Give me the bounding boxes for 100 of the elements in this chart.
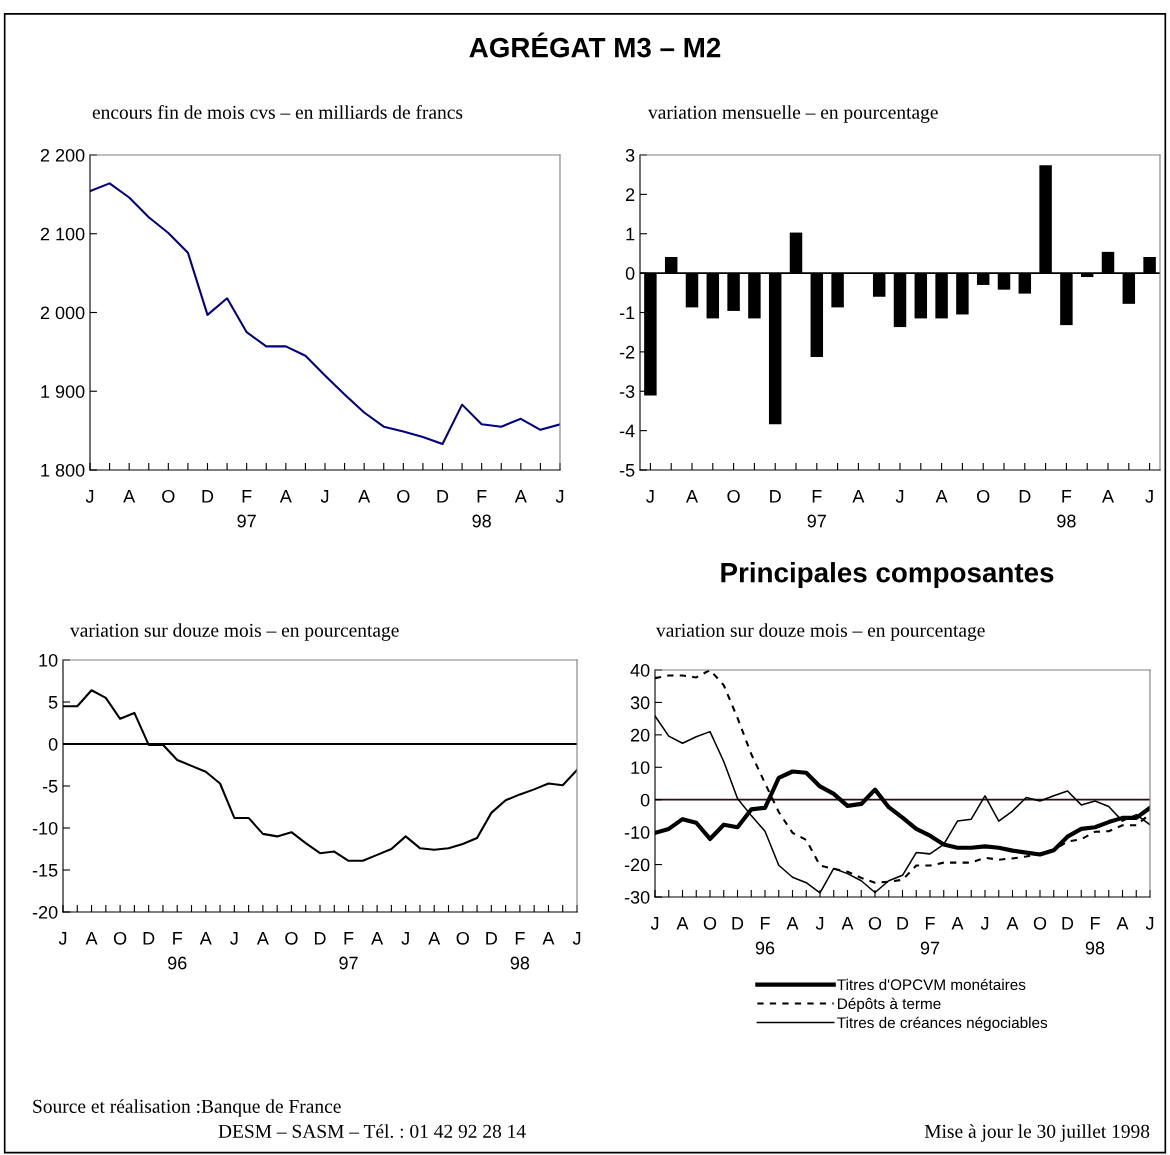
x-tick-label: A — [358, 490, 371, 503]
x-tick-label: J — [1145, 917, 1154, 930]
x-tick-label: D — [202, 490, 214, 503]
x-tick-label: O — [868, 916, 882, 930]
x-tick-label: J — [58, 932, 67, 945]
y-tick-label: -10 — [32, 821, 58, 835]
x-tick-label: J — [555, 490, 564, 503]
x-tick-label: A — [256, 932, 269, 945]
y-tick-label: 10 — [39, 653, 58, 667]
x-tick-label: A — [1102, 490, 1114, 503]
x-tick-label: A — [951, 917, 964, 930]
line-series — [90, 182, 560, 446]
x-tick-label: F 98 — [1085, 917, 1105, 955]
y-tick-label: -5 — [42, 780, 58, 793]
y-tick-label: 2 200 — [40, 148, 85, 162]
x-tick-label: O — [285, 931, 298, 945]
x-tick-label: A — [1116, 917, 1129, 930]
y-tick-label: 10 — [631, 761, 650, 775]
x-tick-label: J — [895, 490, 904, 503]
x-tick-label: D — [770, 490, 781, 503]
x-tick-label: A — [676, 917, 689, 930]
x-tick-label: D — [314, 932, 326, 945]
x-tick-label: A — [542, 932, 555, 945]
y-tick-label: -20 — [32, 905, 58, 919]
y-tick-label: 1 800 — [41, 463, 85, 477]
x-tick-label: D — [1019, 490, 1031, 503]
x-tick-label: J — [1145, 490, 1153, 503]
y-tick-label: 30 — [630, 696, 650, 710]
legend-label: Titres de créances négociables — [837, 1016, 1048, 1032]
x-tick-label: J — [320, 490, 329, 503]
chart-subtitle: variation sur douze mois – en pourcentage — [70, 623, 399, 641]
text: Mise à jour le 30 juillet 1998 — [924, 1124, 1150, 1142]
y-tick-label: 40 — [630, 663, 650, 677]
x-tick-label: D — [732, 917, 744, 930]
y-tick-label: -1 — [619, 306, 635, 320]
text: DESM – SASM – Tél. : 01 42 92 28 14 — [218, 1124, 526, 1138]
x-tick-label: D — [486, 932, 497, 945]
y-tick-label: 3 — [625, 148, 635, 162]
x-tick-label: A — [514, 490, 527, 503]
x-tick-label: F 98 — [1057, 490, 1076, 528]
y-tick-label: 2 — [626, 188, 635, 201]
x-tick-label: F 96 — [755, 917, 775, 955]
y-tick-label: 1 900 — [41, 385, 85, 398]
x-tick-label: D — [897, 917, 909, 930]
x-tick-label: J — [980, 917, 989, 930]
x-tick-label: F 98 — [510, 932, 530, 970]
y-tick-label: -3 — [619, 385, 635, 398]
y-tick-label: 0 — [640, 793, 650, 807]
x-tick-label: F 98 — [472, 490, 491, 528]
x-tick-label: J — [401, 932, 409, 945]
x-tick-label: J — [230, 932, 238, 945]
x-tick-label: D — [1062, 917, 1074, 930]
y-tick-label: 2 000 — [40, 306, 85, 320]
x-tick-label: J — [815, 917, 824, 930]
x-tick-label: O — [727, 489, 740, 503]
x-tick-label: O — [113, 931, 127, 945]
x-tick-label: O — [397, 489, 410, 503]
x-tick-label: A — [935, 490, 948, 503]
y-tick-label: -15 — [32, 864, 58, 877]
x-tick-label: A — [371, 932, 384, 945]
x-tick-label: A — [199, 932, 212, 945]
y-tick-label: -30 — [624, 890, 650, 904]
y-tick-label: -4 — [619, 424, 635, 438]
x-tick-label: A — [428, 932, 441, 945]
x-tick-label: F 97 — [339, 932, 358, 970]
x-tick-label: A — [123, 490, 136, 503]
y-tick-label: -20 — [624, 858, 650, 872]
x-tick-label: A — [85, 932, 98, 945]
y-tick-label: 0 — [625, 267, 635, 280]
chart-subtitle: variation mensuelle – en pourcentage — [648, 105, 938, 123]
x-tick-label: O — [162, 489, 175, 503]
x-tick-label: O — [1033, 916, 1047, 930]
x-tick-label: F 97 — [920, 917, 940, 955]
x-tick-label: J — [85, 490, 94, 503]
chart-subtitle: variation sur douze mois – en pourcentage — [656, 623, 985, 641]
y-tick-label: -5 — [619, 464, 635, 477]
source-note: Source et réalisation :Banque de France — [33, 1099, 341, 1117]
x-tick-label: A — [279, 490, 292, 503]
y-tick-label: -10 — [624, 826, 650, 839]
x-tick-label: D — [437, 490, 449, 503]
x-tick-label: D — [143, 932, 155, 945]
legend-label: Titres d'OPCVM monétaires — [837, 978, 1026, 991]
x-tick-label: J — [572, 932, 581, 945]
chart-title: AGRÉGAT M3 – M2 — [469, 32, 721, 58]
x-tick-label: A — [1006, 917, 1019, 930]
x-tick-label: F 96 — [168, 932, 187, 970]
x-tick-label: O — [456, 931, 469, 945]
y-tick-label: 0 — [48, 737, 58, 751]
y-tick-label: 2 100 — [40, 227, 85, 241]
x-tick-label: O — [977, 489, 990, 503]
chart-subtitle: encours fin de mois cvs – en milliards de francs — [92, 104, 463, 119]
x-tick-label: J — [650, 917, 659, 930]
y-tick-label: 5 — [48, 696, 58, 709]
y-tick-label: 1 — [626, 227, 635, 241]
x-tick-label: A — [786, 917, 799, 930]
x-tick-label: A — [841, 917, 854, 930]
x-tick-label: J — [646, 490, 654, 503]
legend-label: Dépôts à terme — [838, 997, 941, 1013]
x-tick-label: O — [703, 916, 717, 930]
x-tick-label: F 97 — [807, 490, 826, 528]
